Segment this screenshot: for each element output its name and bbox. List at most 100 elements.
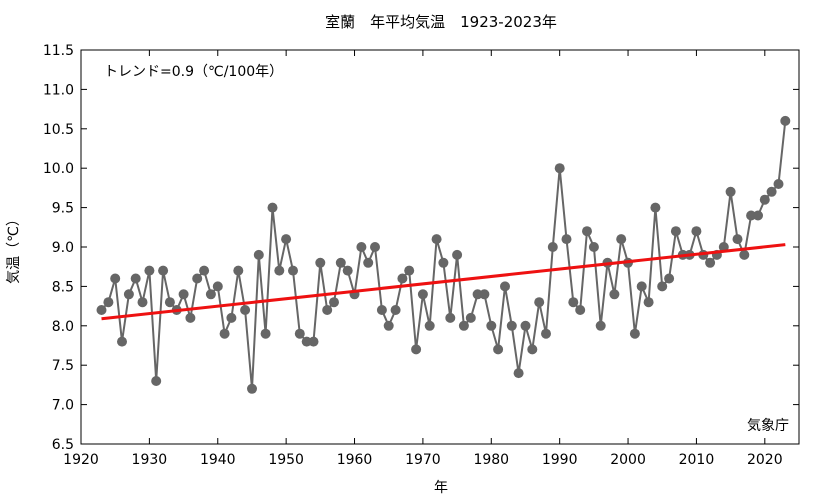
data-point xyxy=(500,281,510,292)
y-tick-label: 10.5 xyxy=(43,122,74,138)
data-point xyxy=(527,344,538,355)
data-point xyxy=(753,210,763,221)
data-point xyxy=(363,257,374,268)
data-point xyxy=(513,368,524,379)
x-tick-label: 2010 xyxy=(679,452,715,468)
y-tick-label: 7.0 xyxy=(52,398,74,414)
data-point xyxy=(561,234,572,245)
data-point xyxy=(657,281,668,292)
y-tick-label: 10.0 xyxy=(43,161,74,177)
data-point xyxy=(759,194,770,205)
data-point xyxy=(616,234,627,245)
data-point xyxy=(575,305,586,315)
data-point xyxy=(370,242,380,252)
data-point xyxy=(431,234,442,245)
plot-frame xyxy=(80,49,800,445)
data-point xyxy=(404,265,415,276)
data-point xyxy=(226,312,237,323)
x-tick-label: 1930 xyxy=(132,452,168,468)
data-point xyxy=(315,257,326,268)
data-point xyxy=(725,186,736,197)
data-point xyxy=(650,202,661,213)
data-point xyxy=(335,257,346,268)
data-point xyxy=(643,297,654,308)
data-point xyxy=(479,289,490,300)
data-point xyxy=(629,328,640,339)
data-point xyxy=(233,265,244,276)
data-point xyxy=(486,320,497,331)
data-point xyxy=(445,312,456,323)
y-tick-label: 8.0 xyxy=(52,319,74,335)
data-point xyxy=(506,320,517,331)
data-point xyxy=(137,297,148,308)
data-point xyxy=(342,265,353,276)
data-point xyxy=(465,312,476,323)
data-point xyxy=(458,320,469,331)
x-axis-label: 年 xyxy=(434,480,448,496)
trend-annotation: トレンド=0.9（℃/100年） xyxy=(104,64,283,80)
data-point xyxy=(356,242,367,252)
data-point xyxy=(452,249,463,260)
data-point xyxy=(691,226,702,237)
x-tick-label: 1990 xyxy=(542,452,578,468)
data-point xyxy=(322,305,333,315)
data-point xyxy=(260,328,271,339)
data-point xyxy=(130,273,141,284)
y-tick-label: 11.0 xyxy=(43,82,74,98)
data-point xyxy=(780,115,791,126)
y-tick-label: 9.0 xyxy=(52,240,74,256)
data-point xyxy=(773,179,784,189)
y-tick-label: 6.5 xyxy=(52,437,74,453)
data-point xyxy=(308,336,319,347)
data-point xyxy=(568,297,579,308)
data-point xyxy=(199,265,210,276)
data-point xyxy=(534,297,545,308)
data-point xyxy=(438,257,449,268)
data-point xyxy=(718,242,729,252)
x-tick-label: 1980 xyxy=(473,452,509,468)
data-point xyxy=(288,265,298,276)
data-point xyxy=(417,289,428,300)
data-point xyxy=(609,289,620,300)
data-point xyxy=(117,336,127,347)
data-point xyxy=(732,234,743,245)
data-point xyxy=(192,273,203,284)
data-point xyxy=(329,297,339,308)
x-tick-label: 1970 xyxy=(405,452,441,468)
data-point xyxy=(588,242,599,252)
data-point xyxy=(158,265,169,276)
series-layer xyxy=(96,115,791,394)
data-point xyxy=(424,320,435,331)
data-point xyxy=(240,305,251,315)
data-point xyxy=(493,344,504,355)
y-tick-label: 9.5 xyxy=(52,201,74,217)
data-point xyxy=(274,265,285,276)
data-point xyxy=(541,328,551,339)
x-tick-label: 1940 xyxy=(200,452,236,468)
data-point xyxy=(376,305,387,315)
data-point xyxy=(294,328,305,339)
data-point xyxy=(123,289,134,300)
x-tick-label: 1920 xyxy=(63,452,99,468)
data-point xyxy=(185,312,196,323)
x-tick-label: 2020 xyxy=(747,452,783,468)
data-point xyxy=(595,320,606,331)
data-point xyxy=(281,234,292,245)
data-point xyxy=(267,202,278,213)
data-point xyxy=(253,249,264,260)
y-tick-label: 7.5 xyxy=(52,358,74,374)
data-point xyxy=(520,320,531,331)
data-point xyxy=(547,242,558,252)
x-tick-label: 1950 xyxy=(268,452,304,468)
data-point xyxy=(164,297,175,308)
axis-ticks: 6.5 7.0 7.5 8.0 8.5 9.0 9.5 10.0 10.5 11.0 11.5 192… xyxy=(43,43,799,468)
data-point xyxy=(103,297,114,308)
data-point xyxy=(664,273,675,284)
data-point xyxy=(766,186,777,197)
data-point xyxy=(151,376,162,386)
data-point xyxy=(582,226,592,237)
data-point xyxy=(247,383,257,394)
y-tick-label: 11.5 xyxy=(43,43,74,59)
data-point xyxy=(411,344,422,355)
data-point xyxy=(205,289,216,300)
